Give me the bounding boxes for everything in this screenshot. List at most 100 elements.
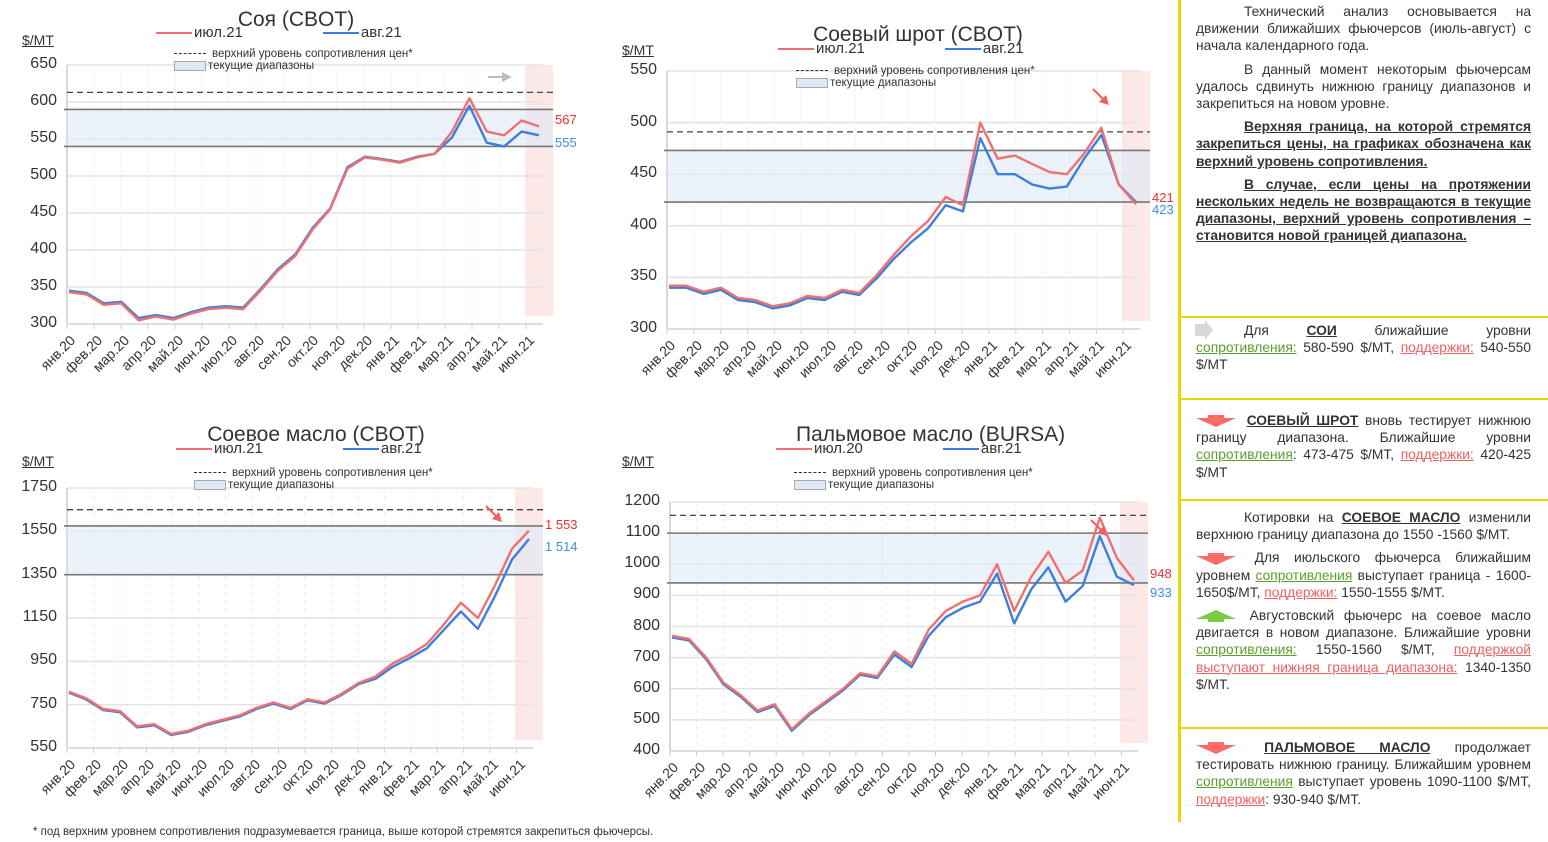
y-tick-label: 1550	[21, 521, 57, 539]
chart-soy: Соя (CBOT) $/MT июл.21 авг.21 верхний уровен…	[0, 0, 590, 400]
legend-line-swatch	[942, 448, 979, 451]
legend-label: июл.20	[814, 440, 863, 457]
y-tick-label: 1350	[21, 564, 57, 582]
meal-paragraph: СОЕВЫЙ ШРОТ вновь тестирует нижнюю грани…	[1196, 413, 1531, 480]
legend-item: авг.21	[942, 440, 1022, 457]
legend-levels: верхний уровень сопротивления цен* текущи…	[794, 467, 1033, 491]
legend-item: авг.21	[322, 24, 402, 41]
series-line-jul	[68, 529, 530, 736]
y-tick-label: 400	[630, 215, 657, 233]
y-tick-label: 350	[30, 277, 57, 294]
end-value-label: 933	[1150, 585, 1172, 601]
y-tick-label: 1150	[22, 608, 57, 625]
legend-item: авг.21	[342, 440, 422, 457]
y-tick-label: 550	[630, 61, 657, 78]
soy-paragraph: Для СОИ ближайшие уровни сопротивления: …	[1195, 320, 1531, 374]
legend-range-label: текущие диапазоны	[830, 77, 937, 89]
y-tick-label: 500	[630, 112, 657, 130]
legend-range: текущие диапазоны	[794, 479, 1033, 491]
unit-label: $/MT	[622, 42, 654, 58]
legend-series: июл.21 авг.21	[778, 40, 1024, 57]
y-tick-label: 1750	[21, 478, 57, 495]
end-value-label: 1 553	[545, 516, 578, 532]
legend-resistance-label: верхний уровень сопротивления цен*	[232, 467, 433, 479]
arrow-down-icon	[1196, 552, 1236, 565]
legend-label: июл.21	[214, 440, 263, 457]
y-tick-label: 1200	[624, 492, 660, 509]
legend-line-swatch	[778, 48, 814, 51]
y-tick-label: 400	[633, 741, 660, 758]
intro-paragraph-4: В случае, если цены на протяжении нескол…	[1196, 176, 1531, 244]
y-tick-label: 900	[633, 585, 660, 603]
palm-paragraph: ПАЛЬМОВОЕ МАСЛО продолжает тестировать н…	[1196, 740, 1531, 807]
intro-section: Технический анализ основывается на движе…	[1181, 0, 1548, 318]
y-tick-label: 600	[30, 92, 57, 109]
current-range-band	[67, 109, 553, 147]
legend-item: июл.21	[176, 440, 263, 457]
series-line-aug	[669, 133, 1137, 310]
y-tick-label: 600	[633, 678, 660, 696]
legend-range: текущие диапазоны	[194, 479, 433, 491]
end-value-label: 567	[555, 112, 577, 128]
legend-series: июл.21 авг.21	[176, 440, 422, 457]
arrow-right-icon	[488, 72, 512, 82]
legend-item: июл.20	[776, 440, 863, 457]
palm-section: ПАЛЬМОВОЕ МАСЛО продолжает тестировать н…	[1181, 729, 1548, 822]
y-tick-label: 500	[633, 709, 660, 727]
y-tick-label: 750	[30, 694, 57, 712]
current-range-band	[670, 533, 1148, 583]
arrow-down-right-icon	[1092, 88, 1109, 105]
dashed-line-swatch	[174, 53, 206, 55]
footnote: * под верхним уровнем сопротивления подр…	[33, 826, 654, 838]
chart-plot	[64, 64, 553, 329]
chart-palm-oil: Пальмовое масло (BURSA) $/MT июл.20 авг.21 в…	[600, 415, 1180, 820]
oil-august-paragraph: Августовский фьючерс на соевое масло дви…	[1196, 608, 1532, 692]
end-value-label: 555	[555, 135, 577, 151]
meal-section: СОЕВЫЙ ШРОТ вновь тестирует нижнюю грани…	[1181, 400, 1548, 501]
oil-section: Котировки на СОЕВОЕ МАСЛО изменили верхн…	[1181, 501, 1548, 729]
dashed-line-swatch	[194, 472, 226, 474]
chart-plot	[664, 70, 1150, 334]
arrow-right-icon	[1195, 320, 1213, 340]
unit-label: $/MT	[22, 453, 54, 469]
legend-item: авг.21	[944, 40, 1024, 57]
unit-label: $/MT	[22, 32, 54, 48]
y-tick-label: 950	[30, 651, 57, 669]
soy-section: Для СОИ ближайшие уровни сопротивления: …	[1181, 318, 1548, 400]
series-line-jul	[669, 121, 1137, 308]
end-value-label: 423	[1152, 202, 1174, 218]
legend-label: авг.21	[380, 440, 422, 457]
chart-title: Соевое масло (CBOT)	[207, 423, 425, 446]
y-tick-label: 550	[30, 738, 57, 755]
arrow-down-right-icon	[485, 505, 502, 522]
legend-range-label: текущие диапазоны	[208, 60, 315, 72]
legend-range-label: текущие диапазоны	[228, 479, 335, 491]
legend-line-swatch	[776, 448, 812, 451]
series-line-jul	[671, 516, 1135, 731]
chart-soybean-oil: Соевое масло (CBOT) $/MT июл.21 авг.21 верхн…	[0, 415, 590, 820]
legend-resistance-label: верхний уровень сопротивления цен*	[834, 65, 1035, 77]
chart-title: Соевый шрот (CBOT)	[813, 23, 1023, 46]
legend-line-swatch	[342, 448, 379, 451]
legend-range-label: текущие диапазоны	[828, 479, 935, 491]
unit-label: $/MT	[622, 453, 654, 469]
legend-line-swatch	[322, 32, 359, 35]
oil-july-paragraph: Для июльского фьючерса ближайшим уровнем…	[1196, 550, 1531, 600]
y-tick-label: 300	[30, 314, 57, 331]
dashed-line-swatch	[796, 70, 828, 72]
legend-resistance-label: верхний уровень сопротивления цен*	[832, 467, 1033, 479]
y-tick-label: 550	[30, 129, 57, 146]
legend-resistance: верхний уровень сопротивления цен*	[796, 65, 1035, 77]
range-swatch	[796, 77, 828, 88]
legend-series: июл.21 авг.21	[156, 24, 402, 41]
chart-plot	[64, 487, 543, 753]
current-range-band	[67, 525, 543, 575]
chart-title: Пальмовое масло (BURSA)	[796, 423, 1066, 446]
current-range-band	[667, 150, 1150, 203]
end-value-label: 948	[1150, 566, 1172, 582]
arrow-up-icon	[1196, 610, 1236, 623]
range-swatch	[174, 60, 206, 71]
legend-line-swatch	[176, 448, 212, 451]
y-tick-label: 350	[630, 267, 657, 285]
legend-line-swatch	[156, 32, 192, 35]
